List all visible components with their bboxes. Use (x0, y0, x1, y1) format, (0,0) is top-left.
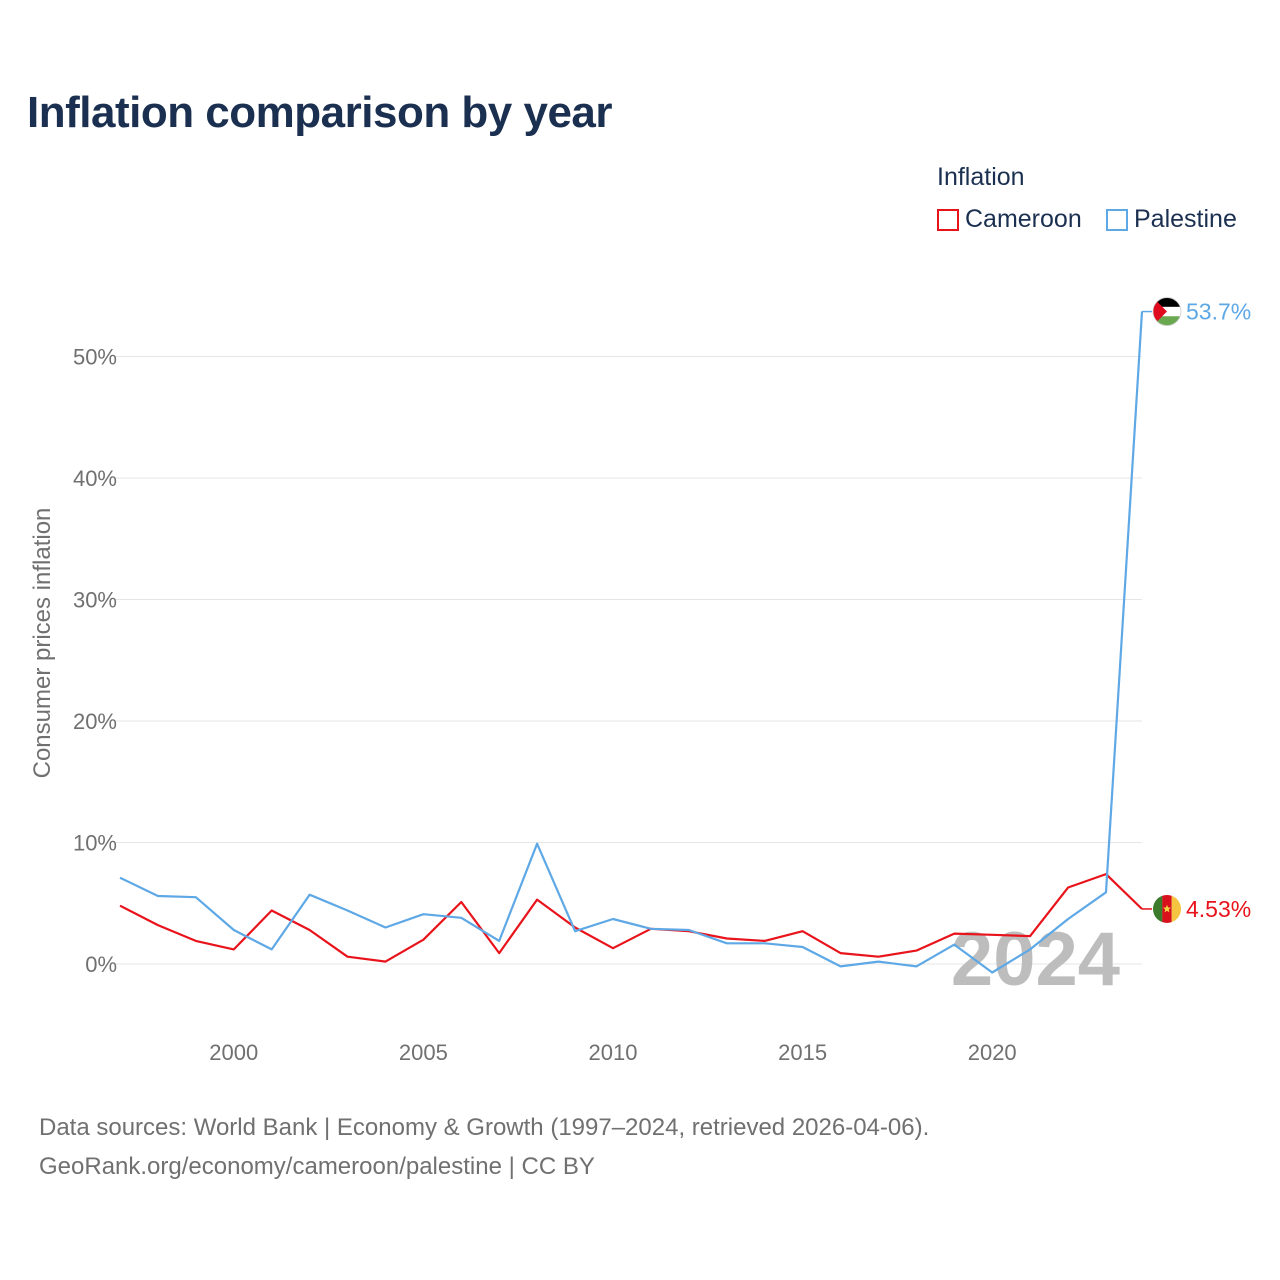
source-line-2[interactable]: GeoRank.org/economy/cameroon/palestine |… (39, 1153, 595, 1180)
x-axis-ticks: 2000 2005 2010 2015 2020 (209, 1040, 1016, 1065)
legend-title: Inflation (937, 163, 1025, 191)
source-line-1: Data sources: World Bank | Economy & Gro… (39, 1114, 930, 1141)
legend-item-cameroon[interactable]: Cameroon (937, 205, 1082, 234)
end-markers: 4.53% 53.7% (1142, 297, 1251, 923)
palestine-flag-icon (1153, 297, 1181, 326)
gridlines (115, 356, 1142, 965)
y-tick-label: 20% (73, 709, 117, 734)
year-watermark: 2024 (951, 917, 1120, 1002)
end-value-label-palestine: 53.7% (1186, 299, 1251, 325)
legend-item-palestine[interactable]: Palestine (1106, 205, 1237, 234)
legend-swatch-palestine (1106, 208, 1128, 231)
y-tick-label: 30% (73, 588, 117, 613)
y-tick-label: 0% (85, 952, 117, 977)
x-tick-label: 2000 (209, 1040, 258, 1065)
legend-label-cameroon: Cameroon (965, 205, 1082, 233)
x-tick-label: 2015 (778, 1040, 827, 1065)
cameroon-flag-icon (1153, 894, 1181, 923)
source-note: Data sources: World Bank | Economy & Gro… (39, 1108, 929, 1186)
series-line-palestine (119, 311, 1144, 974)
y-tick-label: 50% (73, 345, 117, 370)
series-lines (119, 311, 1144, 974)
x-tick-label: 2020 (968, 1040, 1017, 1065)
end-value-label-cameroon: 4.53% (1186, 896, 1251, 922)
x-tick-label: 2005 (399, 1040, 448, 1065)
y-axis-ticks: 0% 10% 20% 30% 40% 50% (73, 345, 117, 978)
y-tick-label: 10% (73, 831, 117, 856)
legend-label-palestine: Palestine (1134, 205, 1237, 233)
x-tick-label: 2010 (589, 1040, 638, 1065)
chart-title: Inflation comparison by year (27, 88, 613, 137)
legend-swatch-cameroon (937, 208, 959, 231)
y-axis-label: Consumer prices inflation (29, 508, 56, 779)
y-tick-label: 40% (73, 466, 117, 491)
